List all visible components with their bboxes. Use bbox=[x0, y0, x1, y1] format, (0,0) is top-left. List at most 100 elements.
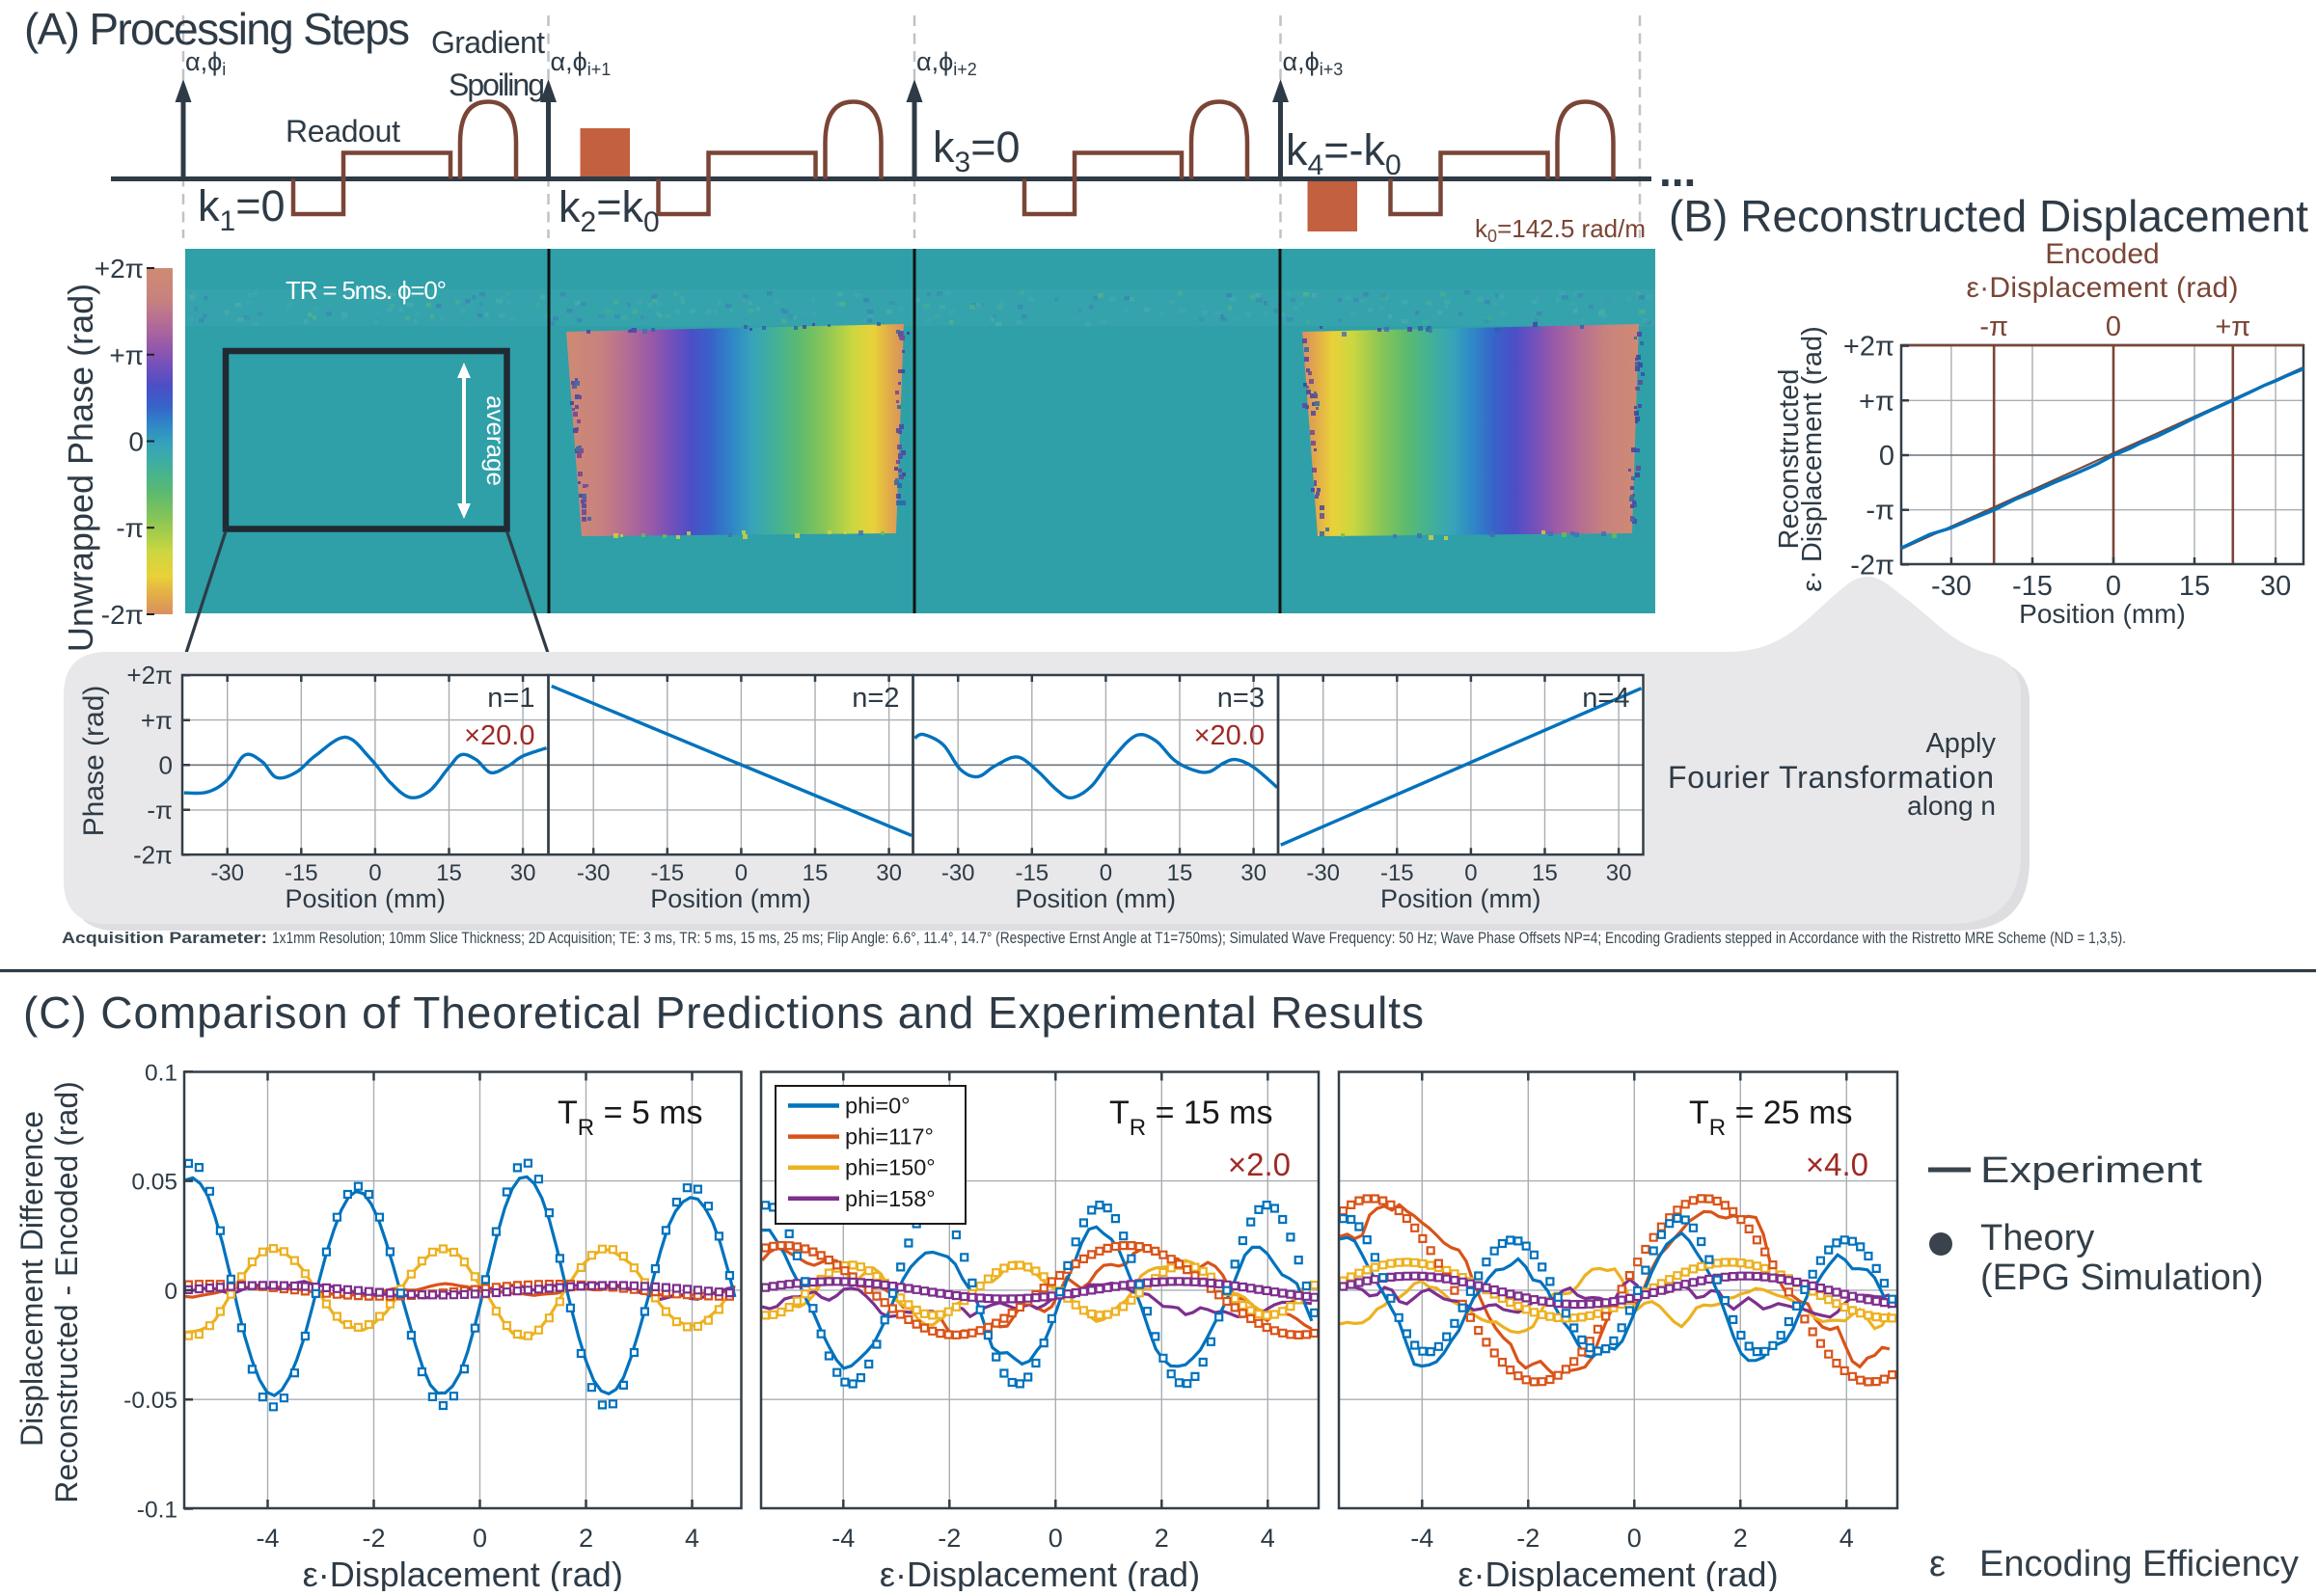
svg-text:Position (mm): Position (mm) bbox=[2019, 599, 2186, 629]
svg-text:-2π: -2π bbox=[101, 600, 144, 630]
svg-text:15: 15 bbox=[1532, 860, 1558, 886]
svg-text:-15: -15 bbox=[650, 860, 684, 886]
svg-text:ε·Displacement (rad): ε·Displacement (rad) bbox=[303, 1555, 623, 1591]
svg-text:-π: -π bbox=[116, 513, 144, 543]
svg-text:phi=117°: phi=117° bbox=[845, 1124, 934, 1150]
svg-text:Acquisition Parameter:: Acquisition Parameter: bbox=[62, 930, 267, 947]
svg-text:15: 15 bbox=[436, 860, 462, 886]
svg-text:-π: -π bbox=[1866, 496, 1894, 527]
svg-text:0: 0 bbox=[1100, 860, 1112, 886]
svg-text:×20.0: ×20.0 bbox=[1194, 720, 1265, 751]
svg-text:30: 30 bbox=[1606, 860, 1632, 886]
svg-text:phi=158°: phi=158° bbox=[845, 1186, 936, 1211]
svg-text:Fourier Transformation: Fourier Transformation bbox=[1668, 760, 1994, 795]
svg-text:-2: -2 bbox=[362, 1524, 385, 1553]
svg-text:Phase (rad): Phase (rad) bbox=[78, 686, 110, 837]
svg-text:+π: +π bbox=[2215, 311, 2250, 342]
svg-text:30: 30 bbox=[2260, 571, 2291, 602]
svg-text:0: 0 bbox=[473, 1524, 487, 1553]
svg-text:0: 0 bbox=[128, 427, 144, 457]
svg-text:-2: -2 bbox=[938, 1524, 961, 1553]
svg-text:Apply: Apply bbox=[1925, 728, 1996, 759]
svg-text:ε: ε bbox=[1929, 1544, 1946, 1584]
svg-text:...: ... bbox=[1659, 146, 1696, 196]
svg-text:phi=150°: phi=150° bbox=[845, 1155, 936, 1180]
svg-text:-4: -4 bbox=[256, 1524, 279, 1553]
svg-text:15: 15 bbox=[803, 860, 829, 886]
svg-text:-30: -30 bbox=[1931, 571, 1972, 602]
svg-text:k2=k0: k2=k0 bbox=[559, 182, 660, 238]
svg-text:4: 4 bbox=[685, 1524, 699, 1553]
svg-text:-2π: -2π bbox=[1850, 550, 1894, 581]
svg-text:(B) Reconstructed Displacement: (B) Reconstructed Displacement bbox=[1669, 191, 2308, 241]
svg-text:-30: -30 bbox=[210, 860, 244, 886]
svg-text:Reconstructed - Encoded (rad): Reconstructed - Encoded (rad) bbox=[49, 1081, 84, 1503]
svg-text:-30: -30 bbox=[1306, 860, 1340, 886]
svg-text:k4=-k0: k4=-k0 bbox=[1286, 125, 1402, 181]
svg-text:Position (mm): Position (mm) bbox=[1015, 884, 1176, 913]
svg-text:30: 30 bbox=[1240, 860, 1267, 886]
svg-text:Encoded: Encoded bbox=[2045, 238, 2159, 270]
svg-text:(A) Processing Steps: (A) Processing Steps bbox=[24, 4, 410, 54]
svg-text:0.1: 0.1 bbox=[145, 1060, 177, 1086]
svg-text:-π: -π bbox=[1979, 311, 2008, 342]
svg-text:α,ϕi: α,ϕi bbox=[185, 47, 226, 79]
svg-text:ε· Displacement (rad): ε· Displacement (rad) bbox=[1797, 326, 1828, 592]
svg-text:-0.1: -0.1 bbox=[137, 1498, 177, 1524]
svg-text:+2π: +2π bbox=[1843, 332, 1894, 363]
svg-text:ε·Displacement (rad): ε·Displacement (rad) bbox=[1967, 272, 2239, 304]
svg-text:Spoiling: Spoiling bbox=[449, 68, 545, 102]
svg-text:-4: -4 bbox=[1410, 1524, 1433, 1553]
svg-text:+2π: +2π bbox=[95, 254, 144, 284]
svg-text:+π: +π bbox=[141, 706, 173, 735]
svg-text:(EPG Simulation): (EPG Simulation) bbox=[1980, 1258, 2264, 1298]
svg-text:0: 0 bbox=[164, 1279, 177, 1305]
svg-text:-π: -π bbox=[147, 796, 173, 825]
svg-text:×20.0: ×20.0 bbox=[464, 720, 534, 751]
svg-text:2: 2 bbox=[1155, 1524, 1169, 1553]
svg-text:0: 0 bbox=[1879, 441, 1894, 472]
svg-text:0: 0 bbox=[2106, 571, 2121, 602]
svg-text:Reconstructed: Reconstructed bbox=[1774, 369, 1805, 550]
svg-text:×2.0: ×2.0 bbox=[1228, 1147, 1291, 1182]
svg-text:along n: along n bbox=[1907, 791, 1996, 821]
svg-text:k1=0: k1=0 bbox=[198, 181, 286, 237]
svg-text:average: average bbox=[481, 395, 510, 486]
svg-text:0: 0 bbox=[1627, 1524, 1642, 1553]
svg-text:TR = 5ms. ϕ=0°: TR = 5ms. ϕ=0° bbox=[286, 276, 447, 305]
svg-text:Gradient: Gradient bbox=[431, 25, 545, 60]
svg-text:n=3: n=3 bbox=[1217, 683, 1265, 714]
svg-text:Encoding Efficiency: Encoding Efficiency bbox=[1979, 1544, 2299, 1584]
svg-text:α,ϕi+3: α,ϕi+3 bbox=[1283, 47, 1344, 79]
svg-text:-30: -30 bbox=[941, 860, 975, 886]
svg-text:-15: -15 bbox=[1015, 860, 1049, 886]
svg-text:-2: -2 bbox=[1516, 1524, 1539, 1553]
svg-text:15: 15 bbox=[1167, 860, 1193, 886]
svg-text:(C) Comparison of Theoretical: (C) Comparison of Theoretical Prediction… bbox=[23, 987, 1424, 1038]
svg-text:30: 30 bbox=[876, 860, 902, 886]
svg-text:k3=0: k3=0 bbox=[933, 122, 1021, 178]
svg-text:Position (mm): Position (mm) bbox=[650, 884, 811, 913]
svg-text:2: 2 bbox=[579, 1524, 593, 1553]
svg-text:-15: -15 bbox=[1380, 860, 1414, 886]
svg-text:4: 4 bbox=[1839, 1524, 1854, 1553]
svg-text:0: 0 bbox=[2106, 311, 2121, 342]
svg-text:4: 4 bbox=[1261, 1524, 1275, 1553]
svg-text:Displacement Difference: Displacement Difference bbox=[14, 1111, 49, 1447]
svg-text:0: 0 bbox=[368, 860, 381, 886]
svg-text:0: 0 bbox=[159, 750, 173, 779]
svg-text:1x1mm Resolution; 10mm Slice T: 1x1mm Resolution; 10mm Slice Thickness; … bbox=[272, 930, 2126, 947]
svg-text:Unwrapped Phase (rad): Unwrapped Phase (rad) bbox=[61, 284, 100, 652]
svg-text:-0.05: -0.05 bbox=[123, 1388, 177, 1414]
svg-text:ε·Displacement (rad): ε·Displacement (rad) bbox=[880, 1555, 1200, 1591]
svg-text:α,ϕi+1: α,ϕi+1 bbox=[551, 47, 612, 79]
svg-text:-30: -30 bbox=[577, 860, 611, 886]
svg-text:k0=142.5 rad/m: k0=142.5 rad/m bbox=[1475, 214, 1646, 246]
svg-text:0: 0 bbox=[1464, 860, 1477, 886]
svg-text:n=1: n=1 bbox=[487, 683, 534, 714]
svg-text:Position (mm): Position (mm) bbox=[1380, 884, 1541, 913]
svg-text:+π: +π bbox=[1859, 386, 1894, 417]
svg-text:-4: -4 bbox=[831, 1524, 855, 1553]
svg-text:n=4: n=4 bbox=[1582, 683, 1629, 714]
svg-text:-2π: -2π bbox=[133, 840, 173, 869]
